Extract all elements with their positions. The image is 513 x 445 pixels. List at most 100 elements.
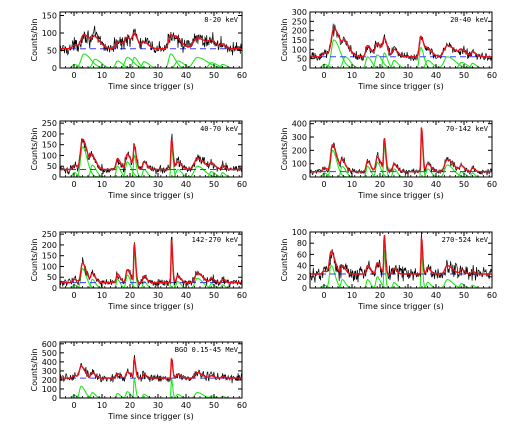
energy-band-label: 8-20 keV (204, 16, 239, 24)
pulse-component-11 (60, 171, 242, 177)
model-curve (310, 27, 492, 58)
x-tick-label: 40 (181, 180, 191, 189)
x-tick-label: 10 (97, 71, 107, 80)
y-tick-label: 100 (292, 160, 307, 169)
x-tick-label: 0 (321, 291, 326, 300)
pulse-component-9 (60, 60, 242, 68)
panel-1: 0 10 20 30 40 50 60 0 50 100 150 8-20 keV Time since… (30, 11, 247, 91)
x-tick-label: 20 (375, 180, 385, 189)
y-tick-label: 200 (42, 241, 57, 250)
pulse-component-10 (310, 56, 492, 68)
plot-area (310, 23, 492, 68)
x-tick-label: 50 (209, 291, 219, 300)
pulse-component-11 (310, 282, 492, 288)
pulse-component-3 (310, 165, 492, 177)
pulse-component-7 (310, 168, 492, 177)
x-tick-label: 20 (125, 401, 135, 410)
x-tick-label: 20 (375, 291, 385, 300)
y-tick-label: 250 (42, 119, 57, 128)
y-tick-label: 0 (52, 173, 57, 182)
x-tick-label: 60 (487, 291, 497, 300)
y-tick-label: 150 (42, 141, 57, 150)
y-tick-label: 100 (42, 151, 57, 160)
data-series (60, 355, 242, 384)
x-tick-label: 0 (321, 71, 326, 80)
x-axis-title: Time since trigger (s) (107, 191, 193, 200)
x-tick-label: 40 (181, 71, 191, 80)
x-tick-label: 50 (459, 71, 469, 80)
y-tick-label: 50 (47, 47, 57, 56)
y-tick-label: 0 (52, 394, 57, 403)
y-tick-label: 50 (47, 273, 57, 282)
y-tick-label: 50 (47, 162, 57, 171)
x-tick-label: 30 (153, 401, 163, 410)
x-axis-title: Time since trigger (s) (107, 82, 193, 91)
y-tick-label: 100 (42, 29, 57, 38)
y-tick-label: 200 (42, 376, 57, 385)
y-tick-label: 300 (42, 367, 57, 376)
y-tick-label: 400 (42, 358, 57, 367)
x-tick-label: 30 (403, 71, 413, 80)
pulse-component-11 (310, 61, 492, 68)
y-tick-label: 150 (42, 252, 57, 261)
pulse-component-3 (310, 56, 492, 68)
x-axis-title: Time since trigger (s) (357, 82, 443, 91)
y-tick-label: 400 (292, 120, 307, 129)
pulse-component-7 (60, 61, 242, 68)
pulse-component-11 (60, 62, 242, 68)
x-tick-label: 0 (71, 71, 76, 80)
x-tick-label: 60 (237, 180, 247, 189)
pulse-component-3 (60, 58, 242, 68)
y-tick-label: 20 (297, 273, 307, 282)
energy-band-label: 40-70 keV (200, 125, 239, 133)
pulse-component-11 (60, 283, 242, 288)
y-tick-label: 0 (52, 284, 57, 293)
y-axis-title: Counts/bin (280, 128, 289, 171)
axes-frame (309, 120, 493, 178)
x-tick-label: 10 (97, 401, 107, 410)
x-axis-title: Time since trigger (s) (107, 412, 193, 421)
x-tick-label: 10 (347, 291, 357, 300)
x-tick-label: 40 (431, 180, 441, 189)
y-tick-label: 40 (297, 262, 307, 271)
x-axis-title: Time since trigger (s) (357, 302, 443, 311)
x-tick-label: 20 (125, 71, 135, 80)
panel-4: 0 10 20 30 40 50 60 0 100 200 300 400 70-142 keV Time… (280, 120, 497, 200)
x-tick-label: 10 (97, 291, 107, 300)
x-tick-label: 30 (153, 71, 163, 80)
y-tick-label: 60 (297, 250, 307, 259)
data-series (60, 25, 242, 56)
energy-band-label: BGO 0.15-45 MeV (175, 346, 239, 354)
x-tick-label: 10 (347, 180, 357, 189)
y-tick-label: 100 (42, 262, 57, 271)
x-tick-label: 50 (209, 180, 219, 189)
model-curve (60, 358, 242, 379)
pulse-component-3 (60, 392, 242, 398)
x-tick-label: 60 (237, 71, 247, 80)
y-tick-label: 600 (42, 340, 57, 349)
model-curve (60, 31, 242, 50)
y-tick-label: 80 (297, 239, 307, 248)
pulse-component-7 (60, 168, 242, 177)
axes-frame (59, 231, 243, 289)
pulse-component-10 (60, 165, 242, 177)
y-axis-title: Counts/bin (280, 239, 289, 282)
pulse-component-10 (60, 56, 242, 68)
plot-area (310, 127, 492, 177)
x-tick-label: 20 (125, 291, 135, 300)
pulse-component-11 (60, 395, 242, 398)
pulse-component-2 (60, 53, 242, 68)
x-tick-label: 50 (459, 180, 469, 189)
plot-area (60, 133, 242, 177)
x-tick-label: 60 (237, 401, 247, 410)
x-tick-label: 60 (487, 71, 497, 80)
y-tick-label: 150 (42, 12, 57, 21)
x-tick-label: 50 (209, 401, 219, 410)
y-tick-label: 0 (302, 64, 307, 73)
panel-6: 0 10 20 30 40 50 60 0 20 40 60 80 100 270-524 keV Time… (280, 228, 497, 311)
